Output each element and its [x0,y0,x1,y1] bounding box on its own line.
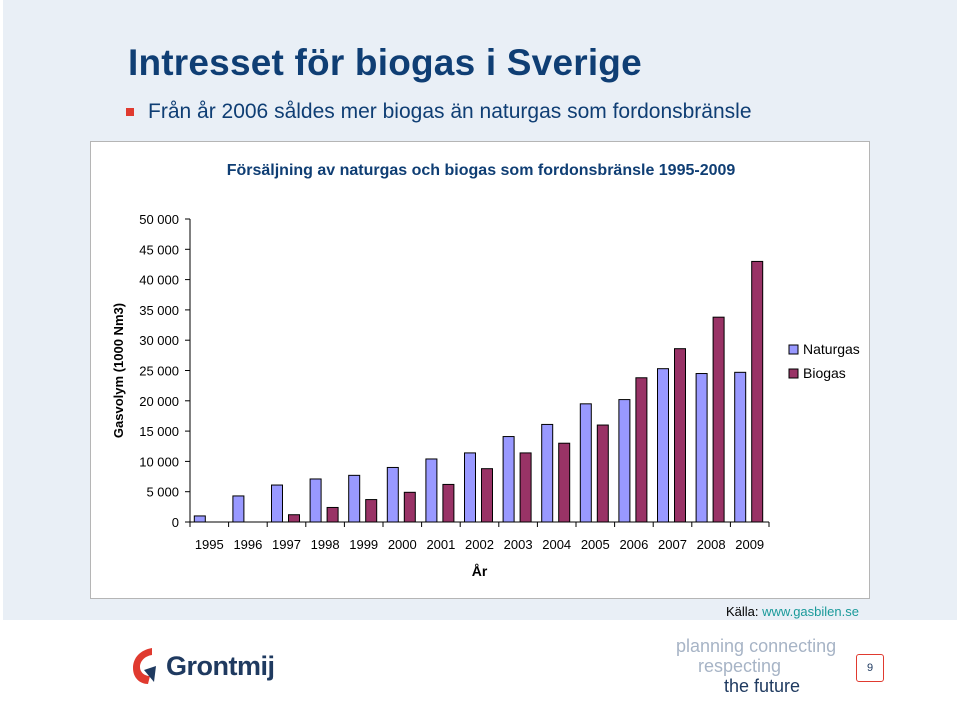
y-tick-label: 50 000 [139,212,179,227]
bar-naturgas-2000 [386,466,399,523]
y-tick-label: 15 000 [139,424,179,439]
x-tick-label: 2007 [658,537,687,552]
bar-biogas-2008 [712,316,725,523]
x-tick-label: 2008 [697,537,726,552]
legend-swatch-biogas [788,368,799,379]
x-tick-label: 2005 [581,537,610,552]
bar-naturgas-2008 [695,373,708,523]
bar-naturgas-1998 [309,478,322,523]
bullet-square-icon [126,108,134,116]
bar-naturgas-2003 [502,436,515,523]
y-tick-label: 30 000 [139,333,179,348]
bar-naturgas-1999 [348,474,361,523]
x-tick-label: 2002 [465,537,494,552]
source-note: Källa: www.gasbilen.se [726,604,859,619]
chart-title: Försäljning av naturgas och biogas som f… [227,162,736,179]
bar-naturgas-2005 [579,403,592,523]
tagline: planning connecting respecting the futur… [676,636,836,696]
x-tick-label: 2009 [735,537,764,552]
legend-label-biogas: Biogas [803,365,846,381]
x-tick-label: 1996 [233,537,262,552]
bar-biogas-2009 [751,260,764,523]
slide-title: Intresset för biogas i Sverige [128,42,642,83]
bar-naturgas-1995 [193,515,206,523]
bar-naturgas-2009 [734,371,747,523]
bar-naturgas-2001 [425,458,438,523]
y-tick-label: 0 [172,515,179,530]
x-tick-label: 2004 [542,537,571,552]
bar-biogas-2005 [596,424,609,523]
grontmij-logo: Grontmij [130,646,275,686]
x-tick-label: 1995 [195,537,224,552]
x-tick-label: 1997 [272,537,301,552]
bar-biogas-2001 [442,483,455,523]
bar-biogas-2002 [481,468,493,523]
x-tick-label: 2000 [388,537,417,552]
x-tick-label: 1998 [311,537,340,552]
bar-naturgas-2007 [657,368,669,523]
x-tick-label: 2001 [426,537,455,552]
legend-label-naturgas: Naturgas [803,341,860,357]
y-tick-label: 10 000 [139,454,179,469]
y-tick-label: 25 000 [139,364,179,379]
x-tick-label: 1999 [349,537,378,552]
x-axis-label: År [472,563,488,579]
bar-biogas-2007 [674,348,686,523]
bullet-point: Från år 2006 såldes mer biogas än naturg… [126,100,752,124]
bar-naturgas-2002 [464,452,476,523]
bullet-text: Från år 2006 såldes mer biogas än naturg… [148,100,752,123]
bar-biogas-1997 [288,514,300,523]
bar-naturgas-2004 [541,423,554,523]
y-axis-label: Gasvolym (1000 Nm3) [111,303,126,438]
grontmij-logo-icon [133,648,156,684]
tagline-line-1: planning connecting [676,636,837,656]
bar-chart: Försäljning av naturgas och biogas som f… [111,162,860,579]
tagline-line-3: the future [724,676,801,696]
y-tick-label: 40 000 [139,273,179,288]
y-tick-label: 45 000 [139,242,179,257]
y-tick-label: 5 000 [146,485,179,500]
y-tick-label: 35 000 [139,303,179,318]
bar-naturgas-1996 [232,495,245,523]
logo-text: Grontmij [166,650,275,681]
bar-biogas-1998 [326,506,339,523]
y-tick-label: 20 000 [139,394,179,409]
bar-naturgas-2006 [618,399,631,523]
bar-biogas-1999 [365,499,378,523]
page-number: 9 [856,654,884,682]
legend-swatch-naturgas [788,344,799,355]
source-label: Källa: [726,604,763,619]
x-tick-label: 2003 [504,537,533,552]
bar-biogas-2006 [635,377,648,523]
source-link[interactable]: www.gasbilen.se [762,604,859,619]
tagline-line-2: respecting [698,656,782,676]
bar-biogas-2003 [519,452,532,523]
bar-biogas-2000 [403,491,416,523]
chart-container: Försäljning av naturgas och biogas som f… [90,141,870,599]
bar-biogas-2004 [558,442,571,523]
bar-naturgas-1997 [271,484,283,523]
x-tick-label: 2006 [619,537,648,552]
